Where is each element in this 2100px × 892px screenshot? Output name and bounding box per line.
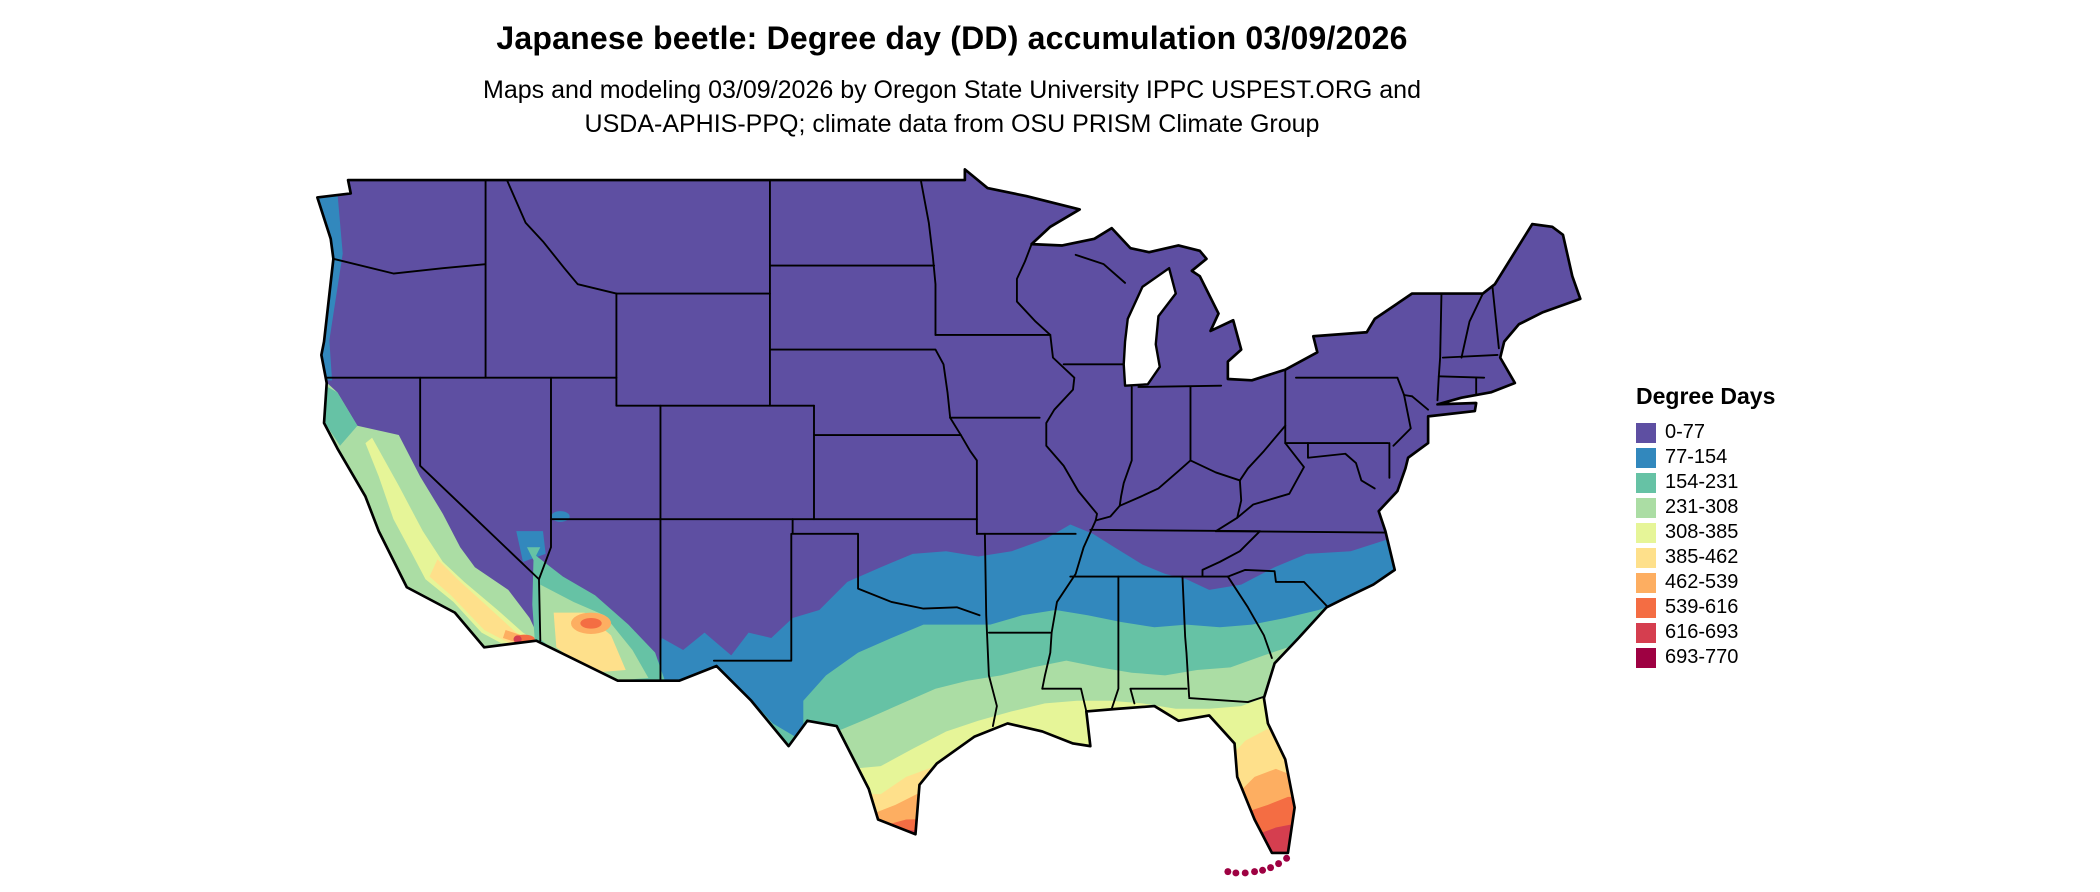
legend-swatch [1636,597,1656,618]
legend-swatch [1636,497,1656,518]
california-region [317,377,541,655]
legend-item: 77-154 [1636,445,1775,470]
phoenix-core [580,617,602,629]
credits-line-1: Maps and modeling 03/09/2026 by Oregon S… [483,76,1421,104]
map-credits: Maps and modeling 03/09/2026 by Oregon S… [0,73,1904,141]
legend-swatch [1636,422,1656,443]
st-george-patch [550,511,570,522]
legend-label: 77-154 [1665,446,1728,468]
page-title: Japanese beetle: Degree day (DD) accumul… [496,20,1408,56]
legend-item: 308-385 [1636,520,1775,545]
imperial-hotspot [513,635,522,644]
legend-swatch [1636,447,1656,468]
legend-label: 462-539 [1665,571,1739,593]
dd-band-462-539 [871,768,1315,853]
socal-desert-yellow [429,559,534,644]
legend-label: 0-77 [1665,421,1706,443]
legend-item: 231-308 [1636,495,1775,520]
legend-item: 539-616 [1636,595,1775,620]
nevada-tip-teal [526,547,541,561]
legend-swatch [1636,572,1656,593]
dd-band-539-616 [875,796,1311,853]
legend-label: 385-462 [1665,546,1739,568]
central-valley-socal [365,437,537,644]
us-degree-day-map [300,160,1595,881]
legend-item: 616-693 [1636,620,1775,645]
legend-label: 693-770 [1665,646,1739,668]
us-outline [316,168,1582,855]
legend-label: 231-308 [1665,496,1739,518]
legend-title: Degree Days [1636,383,1776,409]
southern-nevada-patch [516,531,546,562]
legend-item: 385-462 [1636,545,1775,570]
state-borders [324,179,1500,728]
legend-label: 154-231 [1665,471,1739,493]
legend-swatch [1636,472,1656,493]
credits-line-2: USDA-APHIS-PPQ; climate data from OSU PR… [584,110,1320,138]
legend-swatch [1636,647,1656,668]
dd-band-0-77 [317,169,1581,853]
lake-michigan [1122,266,1177,387]
legend-item: 154-231 [1636,470,1775,495]
legend-label: 308-385 [1665,521,1739,543]
legend-label: 616-693 [1665,621,1739,643]
map-header: Japanese beetle: Degree day (DD) accumul… [0,20,1904,141]
us-map-svg [316,168,1582,877]
legend-label: 539-616 [1665,596,1739,618]
legend-item: 0-77 [1636,420,1775,445]
legend-swatch [1636,522,1656,543]
legend-swatch [1636,547,1656,568]
legend: Degree Days 0-77 77-154 154-231 231-308 … [1636,383,1775,670]
legend-item: 462-539 [1636,570,1775,595]
legend-item: 693-770 [1636,645,1775,670]
legend-swatch [1636,622,1656,643]
florida-keys [1224,854,1291,877]
